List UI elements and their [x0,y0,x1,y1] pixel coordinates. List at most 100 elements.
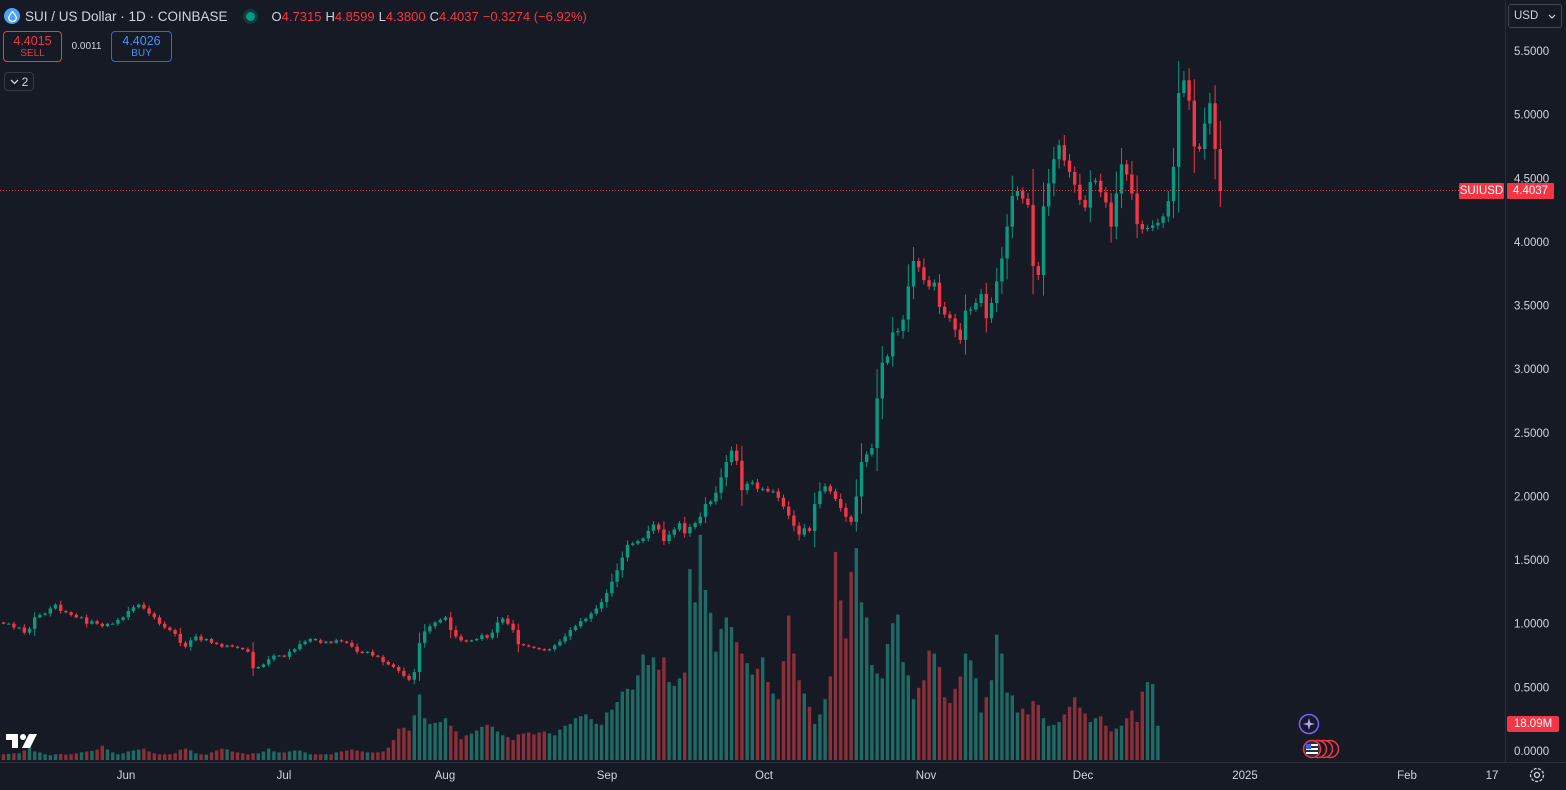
volume-bar [131,750,136,760]
volume-bar [771,693,775,760]
candle-body [381,656,385,662]
candle-body [1099,180,1103,193]
volume-bar [657,669,661,760]
volume-bar [594,723,598,760]
candle-body [376,655,380,657]
indicators-count: 2 [21,74,29,89]
volume-bar [287,751,292,760]
volume-bar [501,735,505,760]
ai-sparkle-icon[interactable] [1298,713,1320,735]
candle-body [740,460,744,491]
indicators-toggle[interactable]: 2 [4,72,34,91]
candle-body [178,633,182,643]
volume-bar [402,727,406,760]
volume-bar [329,754,333,760]
volume-bar [641,654,645,760]
market-status-dot-icon[interactable] [245,11,255,21]
candle-body [771,491,775,493]
candle-body [17,627,21,629]
time-axis-tick-label: Sep [597,770,617,782]
price-axis-tick-label: 3.0000 [1514,364,1549,376]
volume-bar [792,653,796,760]
volume-bar [859,602,864,760]
volume-bar [584,714,588,760]
candle-body [797,525,801,535]
candle-body [787,506,791,516]
candle-body [579,621,583,627]
volume-bar [438,722,442,760]
volume-bar [147,751,151,760]
volume-bar [1052,724,1056,760]
volume-bar [59,753,63,760]
volume-bar [521,733,526,760]
volume-bar [662,657,666,760]
ohlc-open-value: 4.7315 [281,8,322,24]
candle-body [12,623,16,628]
candle-body [636,541,640,544]
trade-panel: 4.4015 SELL 0.0011 4.4026 BUY [3,31,172,62]
candle-body [558,641,562,646]
volume-bar [1114,728,1118,760]
candle-body [1057,145,1061,160]
price-axis-tick-label: 0.5000 [1514,682,1549,694]
candle-body [443,617,448,620]
volume-bar [969,660,973,760]
volume-bar [1047,725,1051,760]
candle-body [59,604,63,611]
candle-body [464,640,468,642]
volume-bar [599,724,604,760]
candle-body [1047,183,1051,207]
volume-bar [776,699,780,760]
gear-icon[interactable] [1528,766,1546,784]
volume-bar [854,548,858,760]
buy-button[interactable]: 4.4026 BUY [111,31,172,62]
candle-body [319,640,323,643]
tradingview-logo-icon[interactable] [5,732,39,750]
candle-body [126,611,130,618]
volume-bar [365,752,370,760]
volume-bar [454,731,458,760]
volume-bar [568,723,572,760]
time-axis[interactable]: Jun Jul Aug Sep Oct Nov Dec 2025 Feb 17 [117,770,1499,782]
volume-bar [261,751,266,760]
candle-body [870,448,874,455]
candle-body [402,670,406,676]
volume-bar [605,712,609,760]
price-axis[interactable]: 5.5000 5.0000 4.5000 4.0000 3.5000 3.0000 2.50… [1514,46,1549,758]
volume-bar [43,754,47,760]
sell-label: SELL [20,47,45,59]
symbol-title[interactable]: SUI / US Dollar · 1D · COINBASE [25,8,228,24]
candle-body [168,627,172,631]
candle-body [937,282,942,307]
volume-bar [495,731,500,760]
ohlc-low-key: L [378,8,386,24]
volume-bar [334,752,338,760]
sui-logo-icon[interactable] [4,8,20,24]
volume-bar [64,754,68,760]
volume-bar [319,754,323,760]
candle-body [225,645,229,647]
economic-events-flags-icon[interactable] [1297,737,1343,761]
candle-body [371,651,375,656]
volume-bar [391,740,396,760]
volume-bar [958,676,962,760]
candle-body [532,646,536,648]
volume-bar [625,688,630,760]
volume-bar [12,753,16,760]
volume-bar [209,752,214,760]
candle-body [1052,159,1056,184]
candle-body [391,664,396,667]
candle-body [573,626,578,631]
volume-bar [277,752,281,760]
volume-bar [989,680,994,760]
candle-body [859,462,864,497]
sell-button[interactable]: 4.4015 SELL [3,31,62,62]
candle-body [906,286,910,320]
candle-body [875,398,879,449]
volume-bar [906,675,910,760]
currency-select[interactable]: USD [1508,4,1562,28]
candle-body [667,534,671,541]
volume-bar [709,612,713,760]
sell-price: 4.4015 [13,33,52,48]
